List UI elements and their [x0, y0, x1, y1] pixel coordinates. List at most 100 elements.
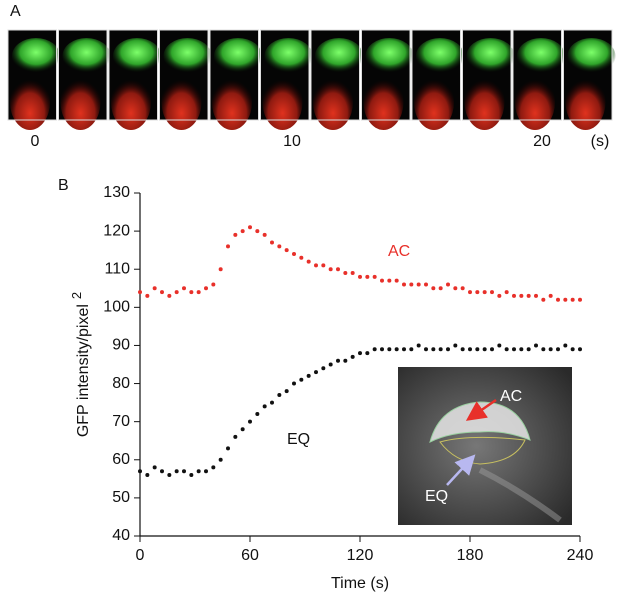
frame-border — [462, 29, 512, 121]
data-point — [424, 282, 428, 287]
data-point — [336, 267, 340, 272]
y-axis-label: GFP intensity/pixel 2 — [69, 292, 92, 437]
data-point — [372, 274, 377, 279]
frame-green — [62, 38, 111, 74]
inset-trail — [478, 467, 562, 523]
data-point — [438, 347, 443, 352]
data-point — [189, 290, 194, 295]
data-point — [255, 229, 260, 234]
data-point — [402, 347, 406, 352]
frame-border — [108, 29, 158, 121]
frame-red — [111, 74, 151, 130]
data-point — [387, 347, 392, 352]
data-point — [431, 286, 436, 291]
data-point — [233, 434, 238, 439]
frame-red — [313, 74, 353, 130]
data-point — [512, 293, 516, 298]
data-point — [314, 370, 318, 375]
x-tick-label: 120 — [347, 547, 374, 564]
data-point — [431, 347, 436, 352]
frame-border — [411, 29, 461, 121]
data-point — [570, 297, 575, 302]
frame-green — [365, 38, 414, 74]
data-point — [189, 473, 194, 478]
data-point — [160, 469, 164, 474]
y-tick-label: 50 — [112, 489, 130, 506]
data-point — [343, 358, 348, 363]
data-point — [446, 282, 450, 287]
frame-border — [159, 29, 209, 121]
time-label: 10 — [283, 133, 301, 150]
data-point — [218, 457, 223, 462]
data-point — [299, 255, 304, 260]
frame-red — [212, 74, 252, 130]
data-point — [490, 347, 494, 352]
frame-border — [310, 29, 360, 121]
data-point — [504, 347, 509, 352]
time-label: (s) — [591, 133, 610, 150]
frame-border — [209, 29, 259, 121]
data-point — [563, 343, 568, 348]
frame-red — [414, 74, 454, 130]
frame-green — [113, 38, 161, 74]
data-point — [394, 278, 399, 283]
data-point — [204, 286, 208, 291]
frame-red — [565, 74, 606, 130]
data-point — [145, 473, 150, 478]
inset-label: AC — [500, 388, 522, 405]
y-tick-label: 60 — [112, 451, 130, 468]
frame-border — [58, 29, 108, 121]
data-point — [174, 469, 179, 474]
data-point — [416, 282, 421, 287]
data-point — [350, 271, 355, 276]
data-point — [497, 343, 502, 348]
data-point — [240, 229, 245, 234]
data-point — [482, 290, 487, 295]
data-point — [284, 248, 289, 253]
frame-green — [264, 38, 313, 74]
data-point — [482, 347, 487, 352]
frame-border — [260, 29, 310, 121]
data-point — [541, 297, 546, 302]
data-point — [211, 465, 216, 470]
data-point — [306, 259, 311, 264]
time-label: 0 — [31, 133, 40, 150]
data-point — [526, 347, 531, 352]
data-point — [409, 347, 414, 352]
series-label: AC — [388, 243, 410, 260]
frame-green — [163, 38, 212, 74]
inset-background — [398, 367, 572, 525]
data-point — [365, 351, 370, 356]
frame-green — [517, 38, 565, 74]
y-tick-label: 90 — [112, 337, 130, 354]
data-point — [277, 392, 282, 397]
data-point — [358, 274, 362, 279]
data-point — [226, 446, 230, 451]
frame-red — [161, 74, 202, 130]
data-point — [226, 244, 230, 249]
data-point — [541, 347, 546, 352]
data-point — [556, 297, 560, 302]
frame-border — [563, 29, 613, 121]
data-point — [167, 293, 172, 298]
data-point — [138, 469, 142, 474]
frame-green — [466, 38, 515, 74]
frame-green — [567, 38, 616, 74]
data-point — [167, 473, 172, 478]
data-point — [277, 244, 282, 249]
data-point — [468, 347, 472, 352]
data-point — [336, 358, 340, 363]
frame-red — [363, 74, 404, 130]
data-point — [218, 267, 223, 272]
data-point — [174, 290, 179, 295]
data-point — [424, 347, 428, 352]
data-point — [460, 286, 465, 291]
inset-label: EQ — [425, 488, 448, 505]
data-point — [402, 282, 406, 287]
data-point — [475, 290, 480, 295]
data-point — [460, 347, 465, 352]
frame-green — [315, 38, 363, 74]
y-tick-label: 40 — [112, 527, 130, 544]
data-point — [490, 290, 494, 295]
